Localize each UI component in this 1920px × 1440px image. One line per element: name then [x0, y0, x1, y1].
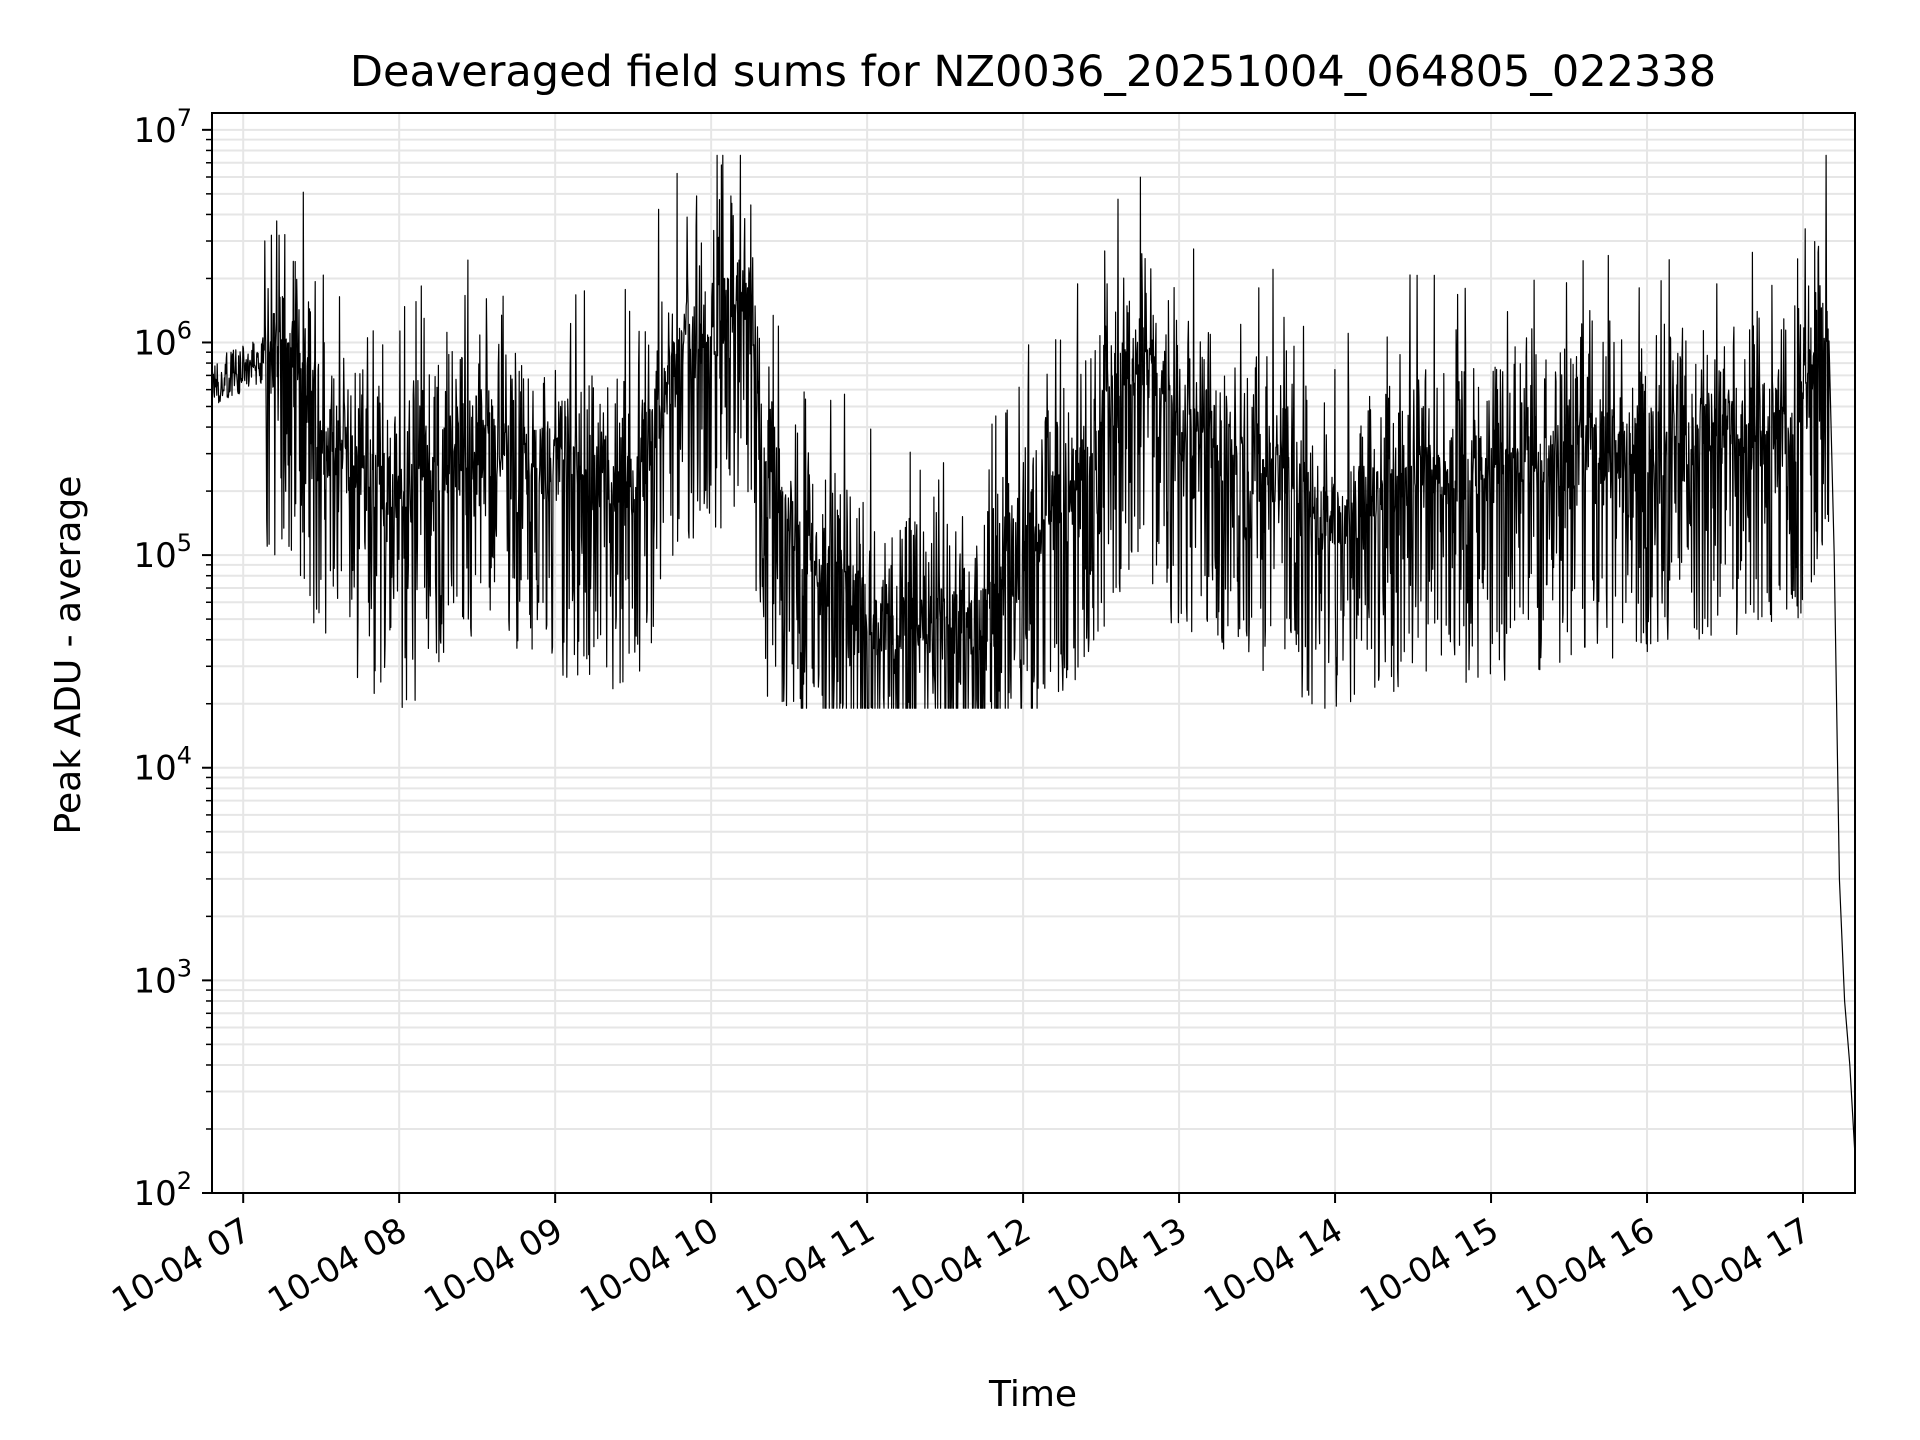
plot-frame: [211, 112, 1856, 1194]
y-tick-label: 104: [133, 742, 192, 789]
x-axis-label: Time: [988, 1374, 1077, 1415]
chart-title: Deaveraged field sums for NZ0036_2025100…: [350, 47, 1716, 97]
y-axis-label: Peak ADU - average: [48, 476, 89, 835]
series-line: [211, 154, 1856, 1156]
series-layer: [211, 154, 1856, 1156]
